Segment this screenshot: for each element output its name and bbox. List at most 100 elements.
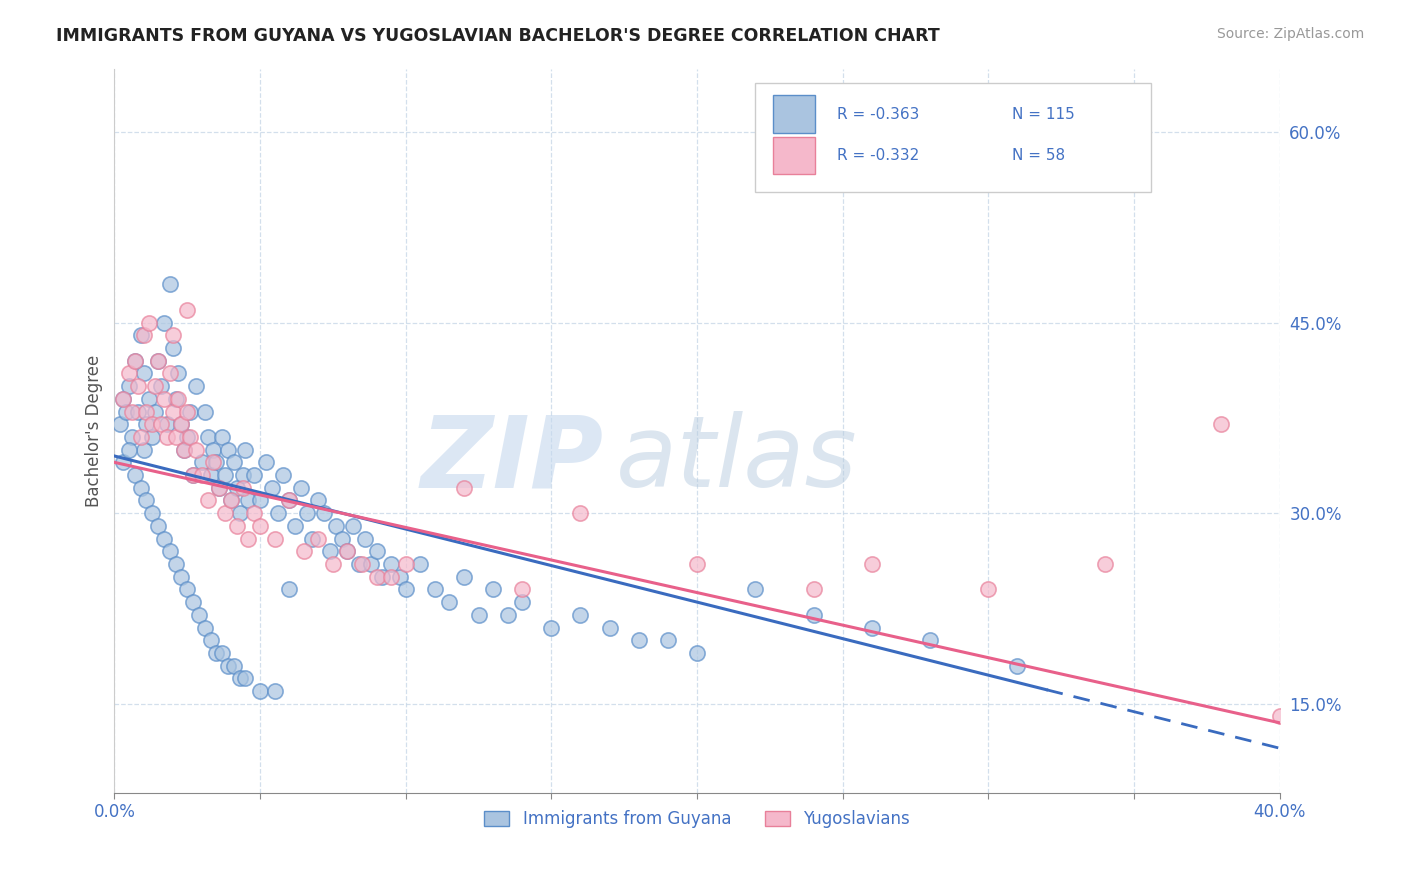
Point bbox=[219, 493, 242, 508]
Point bbox=[146, 353, 169, 368]
Point bbox=[135, 404, 157, 418]
Point bbox=[219, 493, 242, 508]
Point bbox=[115, 404, 138, 418]
Point bbox=[127, 404, 149, 418]
Point bbox=[124, 468, 146, 483]
Point bbox=[371, 570, 394, 584]
Point bbox=[153, 532, 176, 546]
Point bbox=[135, 417, 157, 432]
Point bbox=[162, 404, 184, 418]
Point bbox=[686, 557, 709, 571]
Point bbox=[744, 582, 766, 597]
Point bbox=[121, 404, 143, 418]
Point bbox=[167, 367, 190, 381]
Point bbox=[150, 417, 173, 432]
Point bbox=[627, 633, 650, 648]
Point bbox=[132, 328, 155, 343]
Text: N = 58: N = 58 bbox=[1011, 148, 1064, 163]
Point bbox=[124, 353, 146, 368]
Point bbox=[380, 570, 402, 584]
Point bbox=[121, 430, 143, 444]
Point bbox=[110, 417, 132, 432]
Point bbox=[214, 468, 236, 483]
Point bbox=[124, 353, 146, 368]
Point bbox=[170, 417, 193, 432]
Point bbox=[482, 582, 505, 597]
Point bbox=[112, 392, 135, 406]
Point bbox=[254, 455, 277, 469]
Point bbox=[263, 532, 285, 546]
Point bbox=[395, 557, 418, 571]
Point bbox=[170, 417, 193, 432]
Point bbox=[232, 481, 254, 495]
Point bbox=[243, 468, 266, 483]
Point bbox=[347, 557, 370, 571]
Point bbox=[540, 620, 562, 634]
Point bbox=[162, 341, 184, 355]
Point bbox=[208, 481, 231, 495]
Point bbox=[156, 417, 179, 432]
Point bbox=[569, 506, 592, 520]
Point bbox=[165, 557, 187, 571]
Point bbox=[194, 620, 217, 634]
Point bbox=[176, 430, 198, 444]
Point bbox=[510, 595, 533, 609]
FancyBboxPatch shape bbox=[755, 83, 1152, 192]
Point bbox=[249, 493, 271, 508]
FancyBboxPatch shape bbox=[773, 95, 814, 133]
Point bbox=[235, 671, 257, 685]
Point bbox=[205, 646, 228, 660]
Point bbox=[167, 392, 190, 406]
Point bbox=[395, 582, 418, 597]
Point bbox=[176, 302, 198, 317]
Point bbox=[977, 582, 1000, 597]
Point bbox=[278, 493, 301, 508]
Point bbox=[202, 455, 225, 469]
Point bbox=[342, 519, 364, 533]
Point bbox=[453, 570, 475, 584]
Point bbox=[179, 430, 201, 444]
Point bbox=[1094, 557, 1116, 571]
Point bbox=[118, 367, 141, 381]
Point bbox=[197, 493, 219, 508]
Point bbox=[118, 379, 141, 393]
Point bbox=[143, 379, 166, 393]
Point bbox=[510, 582, 533, 597]
Point bbox=[336, 544, 359, 558]
Point bbox=[284, 519, 307, 533]
Text: R = -0.332: R = -0.332 bbox=[837, 148, 920, 163]
Point bbox=[423, 582, 446, 597]
Point bbox=[141, 430, 163, 444]
Point bbox=[176, 582, 198, 597]
Point bbox=[350, 557, 373, 571]
Point bbox=[165, 430, 187, 444]
Point bbox=[467, 607, 489, 622]
Point bbox=[380, 557, 402, 571]
Point bbox=[360, 557, 382, 571]
Point bbox=[657, 633, 679, 648]
Point bbox=[197, 430, 219, 444]
Point bbox=[222, 455, 245, 469]
Point bbox=[211, 430, 233, 444]
Point bbox=[184, 442, 207, 457]
Text: ZIP: ZIP bbox=[420, 411, 603, 508]
Point bbox=[278, 493, 301, 508]
Point bbox=[146, 353, 169, 368]
Point bbox=[211, 646, 233, 660]
Point bbox=[217, 658, 239, 673]
Point bbox=[292, 544, 315, 558]
Text: N = 115: N = 115 bbox=[1011, 107, 1074, 121]
Point bbox=[599, 620, 621, 634]
Text: Source: ZipAtlas.com: Source: ZipAtlas.com bbox=[1216, 27, 1364, 41]
Point bbox=[191, 468, 214, 483]
Point bbox=[200, 468, 222, 483]
Point bbox=[314, 506, 336, 520]
Point bbox=[1211, 417, 1233, 432]
Point bbox=[138, 316, 160, 330]
Point bbox=[181, 468, 204, 483]
Point bbox=[803, 582, 825, 597]
Legend: Immigrants from Guyana, Yugoslavians: Immigrants from Guyana, Yugoslavians bbox=[478, 804, 917, 835]
Point bbox=[330, 532, 353, 546]
Text: atlas: atlas bbox=[616, 411, 858, 508]
Point bbox=[118, 442, 141, 457]
